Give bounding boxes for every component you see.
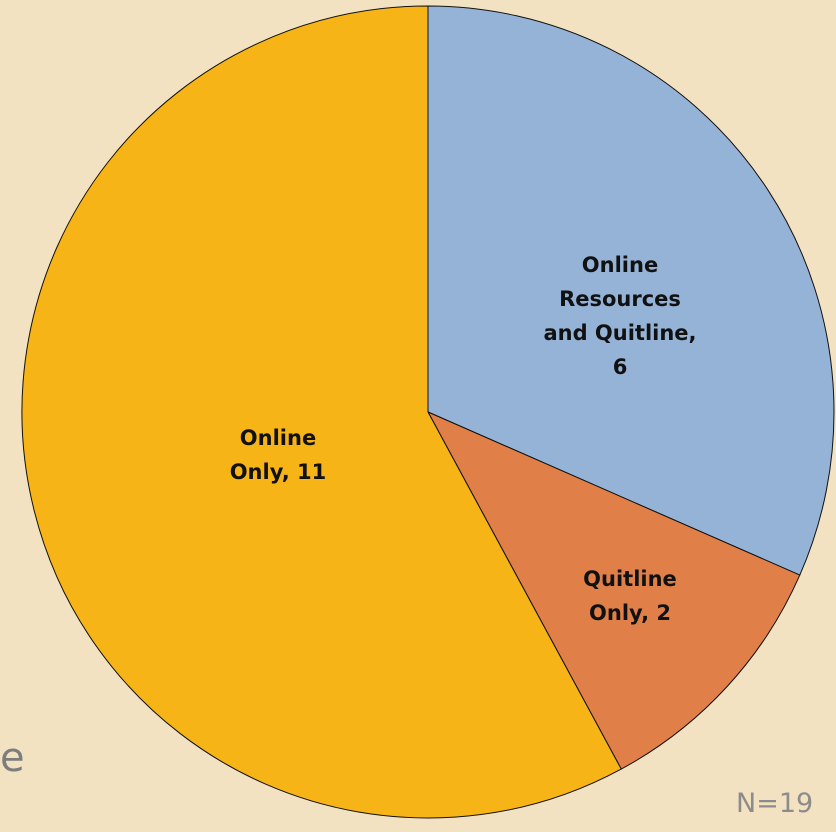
sample-size-note: N=19 <box>736 788 814 819</box>
pie-slice <box>21 5 622 819</box>
clipped-text: e <box>0 735 25 781</box>
pie-slice <box>427 5 835 576</box>
pie-slice <box>426 410 801 770</box>
data-label: Quitline Only, 2 <box>583 567 677 625</box>
data-label: Online Resources and Quitline, 6 <box>543 253 697 379</box>
data-label: Online Only, 11 <box>229 426 327 484</box>
